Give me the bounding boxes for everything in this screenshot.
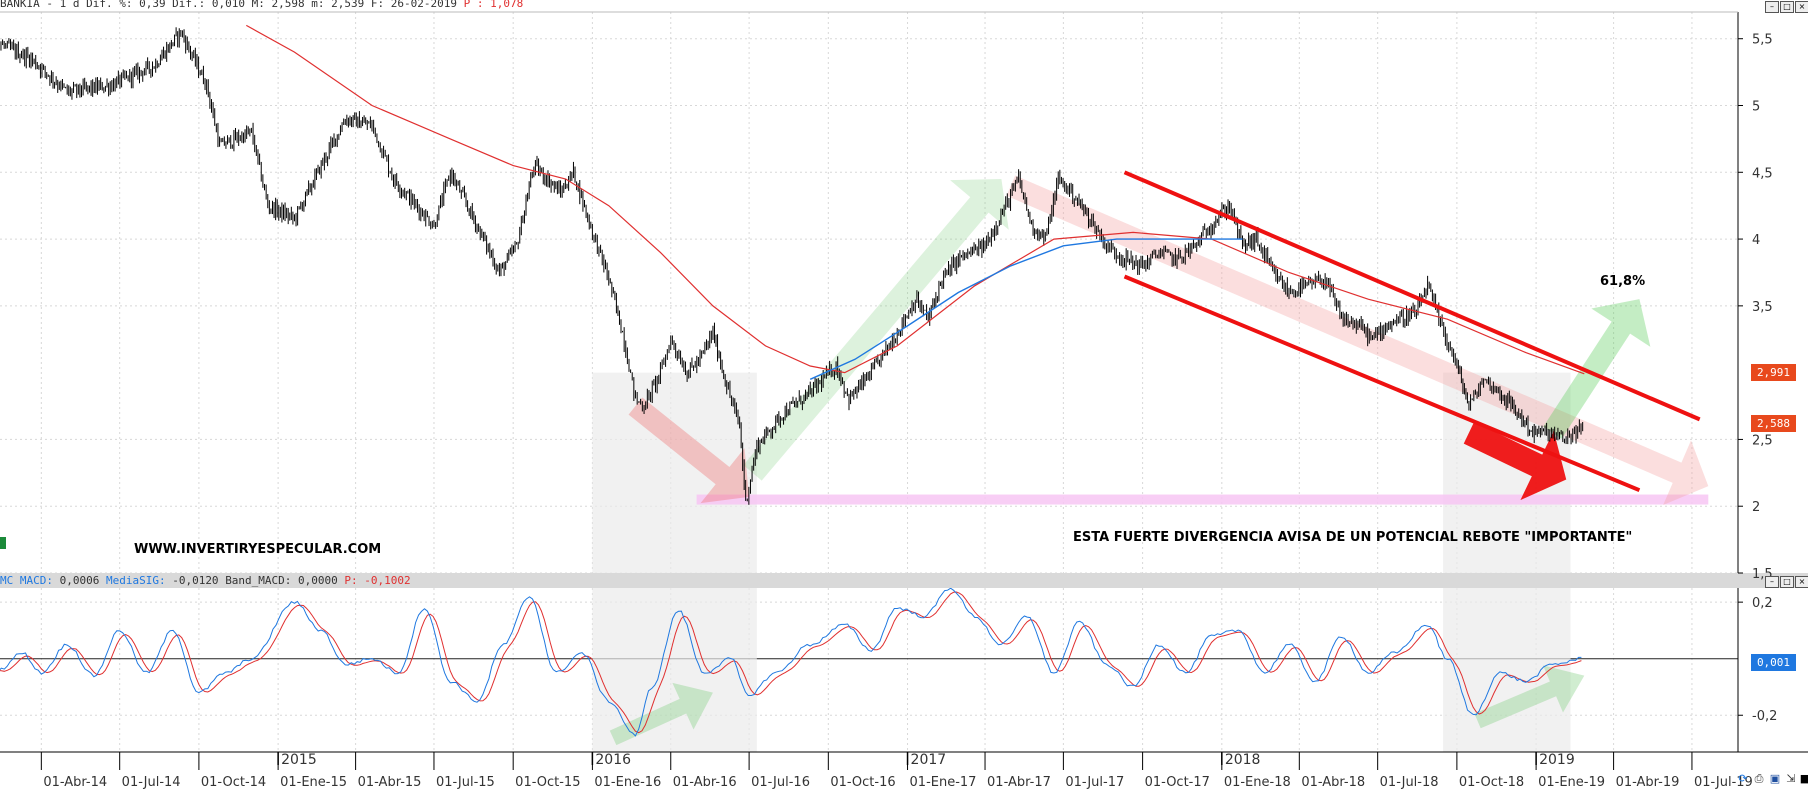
macd-y-tick-label: -0,2 — [1752, 709, 1777, 724]
macd-p-value: P: -0,1002 — [344, 574, 411, 587]
price-y-tick-label: 3,5 — [1752, 300, 1773, 315]
channel-lower-line — [1123, 274, 1641, 493]
price-panel-minimize-button[interactable]: – — [1765, 1, 1779, 13]
axes — [0, 11, 1808, 770]
ma-red-line — [246, 24, 1585, 375]
macd-value: 0,0006 — [52, 574, 100, 587]
price-y-tick-label: 2,5 — [1752, 433, 1773, 448]
x-year-label: 2019 — [1539, 752, 1575, 768]
macd-last-badge: 0,001 — [1751, 654, 1796, 671]
divergence-shade — [592, 372, 757, 752]
x-date-label: 01-Jul-16 — [751, 775, 810, 790]
x-date-label: 01-Oct-18 — [1459, 775, 1524, 790]
x-date-label: 01-Ene-19 — [1538, 775, 1605, 790]
x-date-label: 01-Jul-19 — [1694, 775, 1753, 790]
x-year-label: 2017 — [911, 752, 947, 768]
last-price-badge: 2,588 — [1751, 415, 1796, 432]
ma-blue-line — [809, 238, 1243, 380]
ma-value-badge: 2,991 — [1751, 364, 1796, 381]
price-series-group — [0, 24, 1585, 505]
x-date-label: 01-Oct-16 — [830, 775, 895, 790]
macd-signal-line — [0, 591, 1582, 734]
price-y-tick-label: 2 — [1752, 500, 1760, 515]
export-icon[interactable]: ⇲ — [1786, 772, 1796, 785]
x-date-label: 01-Jul-15 — [436, 775, 495, 790]
x-date-label: 01-Ene-15 — [280, 775, 347, 790]
price-header: BANKIA - 1 d Dif. %: 0,39 Dif.: 0,010 M:… — [0, 0, 523, 10]
x-date-label: 01-Ene-17 — [910, 775, 977, 790]
price-panel-maximize-button[interactable]: □ — [1780, 1, 1794, 13]
price-panel-close-button[interactable]: × — [1795, 1, 1808, 13]
macd-band-value: 0,0000 — [291, 574, 338, 587]
x-date-label: 01-Abr-18 — [1301, 775, 1365, 790]
price-y-tick-label: 5 — [1752, 100, 1760, 115]
website-annotation: WWW.INVERTIRYESPECULAR.COM — [134, 542, 382, 557]
axis-labels: 5,554,543,52,521,50,2-0,201-Abr-14 01-Jul… — [43, 33, 1777, 790]
green-up-arrow — [743, 178, 1009, 481]
macd-green-arrow — [609, 682, 713, 746]
support-band — [696, 494, 1709, 505]
x-date-label: 01-Jul-17 — [1065, 775, 1124, 790]
x-date-label: 01-Jul-14 — [122, 775, 181, 790]
macd-panel-close-button[interactable]: × — [1795, 576, 1808, 588]
macd-signal-label: MediaSIG: — [105, 574, 166, 587]
x-date-label: 01-Jul-18 — [1380, 775, 1439, 790]
macd-line — [0, 587, 1582, 737]
macd-signal-value: -0,0120 — [165, 574, 219, 587]
price-y-tick-label: 4,5 — [1752, 166, 1773, 181]
macd-y-tick-label: 0,2 — [1752, 596, 1773, 611]
macd-panel-maximize-button[interactable]: □ — [1780, 576, 1794, 588]
x-date-label: 01-Abr-16 — [673, 775, 737, 790]
red-bold-arrow — [1463, 421, 1567, 501]
print-icon[interactable]: ⎙ — [1754, 772, 1764, 785]
macd-band-label: Band_MACD: — [225, 574, 292, 587]
macd-label: MC MACD: — [0, 574, 53, 587]
x-date-label: 01-Oct-17 — [1145, 775, 1210, 790]
x-date-label: 01-Abr-15 — [358, 775, 422, 790]
channel-upper-line — [1123, 170, 1701, 422]
green-rebound-arrow — [1543, 299, 1651, 439]
x-year-label: 2016 — [595, 752, 631, 768]
x-date-label: 01-Oct-15 — [515, 775, 580, 790]
trend-channel — [1123, 170, 1701, 493]
x-date-label: 01-Oct-14 — [201, 775, 266, 790]
fullscreen-icon[interactable]: ■ — [1799, 772, 1808, 785]
divergence-annotation: ESTA FUERTE DIVERGENCIA AVISA DE UN POTE… — [1073, 530, 1633, 545]
macd-panel-minimize-button[interactable]: – — [1765, 576, 1779, 588]
red-down-arrow — [628, 397, 750, 504]
p-value: P : 1,078 — [463, 0, 524, 10]
fibonacci-label: 61,8% — [1600, 274, 1646, 289]
x-date-label: 01-Abr-14 — [43, 775, 107, 790]
macd-green-arrow — [1474, 665, 1585, 729]
x-date-label: 01-Abr-19 — [1616, 775, 1680, 790]
macd-header: MC MACD: 0,0006 MediaSIG: -0,0120 Band_M… — [0, 574, 411, 587]
save-icon[interactable]: ▣ — [1769, 772, 1781, 785]
indicator-marker — [0, 537, 6, 549]
macd-series-group — [0, 587, 1582, 737]
x-year-label: 2015 — [281, 752, 317, 768]
panel-separator — [0, 573, 1808, 588]
x-date-label: 01-Ene-16 — [594, 775, 661, 790]
refresh-icon[interactable]: ⟳ — [1738, 772, 1748, 785]
x-date-label: 01-Abr-17 — [987, 775, 1051, 790]
price-y-tick-label: 4 — [1752, 233, 1760, 248]
price-y-tick-label: 5,5 — [1752, 33, 1773, 48]
price-header-text: BANKIA - 1 d Dif. %: 0,39 Dif.: 0,010 M:… — [0, 0, 457, 10]
x-date-label: 01-Ene-18 — [1224, 775, 1291, 790]
x-year-label: 2018 — [1225, 752, 1261, 768]
